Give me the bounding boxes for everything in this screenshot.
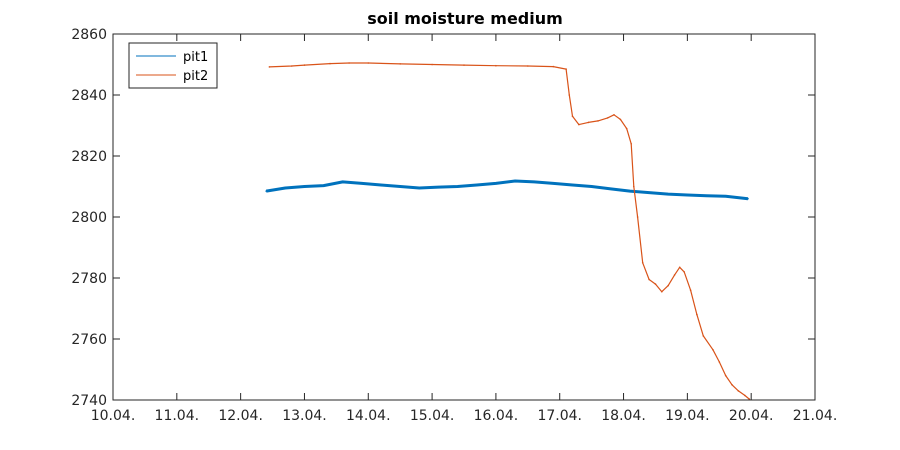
data-point-pit2 [689, 289, 692, 292]
data-point-pit2 [613, 114, 615, 116]
x-tick-label: 21.04. [793, 408, 838, 424]
data-point-pit1 [476, 184, 478, 186]
x-tick-label: 16.04. [474, 408, 519, 424]
data-point-pit2 [568, 94, 571, 96]
series-layer [265, 62, 751, 400]
x-tick-label: 15.04. [410, 408, 455, 424]
data-point-pit2 [367, 62, 370, 64]
data-point-pit1 [303, 185, 306, 188]
data-point-pit1 [705, 194, 708, 197]
data-point-pit1 [399, 185, 402, 188]
data-point-pit1 [533, 181, 535, 183]
data-point-pit1 [629, 190, 631, 192]
data-point-pit1 [284, 187, 287, 189]
data-point-pit2 [565, 68, 567, 70]
data-point-pit2 [587, 121, 590, 124]
data-point-pit1 [514, 180, 516, 182]
data-point-pit1 [495, 182, 497, 185]
data-point-pit2 [737, 390, 740, 392]
data-point-pit1 [571, 184, 574, 186]
data-point-pit2 [571, 115, 574, 118]
data-point-pit2 [552, 65, 555, 68]
data-point-pit1 [265, 190, 268, 192]
series-line-pit1 [265, 179, 749, 201]
data-point-pit2 [702, 335, 705, 337]
data-point-pit1 [341, 181, 344, 183]
data-point-pit2 [696, 313, 698, 316]
data-point-pit1 [322, 184, 325, 187]
data-point-pit1 [610, 188, 612, 190]
data-point-pit2 [654, 283, 657, 285]
y-tick-label: 2760 [71, 332, 107, 348]
data-point-pit1 [437, 186, 440, 188]
data-point-pit2 [712, 348, 714, 351]
data-point-pit2 [303, 64, 306, 66]
data-point-pit1 [590, 185, 593, 188]
data-point-pit2 [619, 118, 622, 121]
legend-box [128, 42, 218, 89]
chart-title: soil moisture medium [367, 9, 563, 28]
data-point-pit2 [290, 65, 293, 67]
data-point-pit1 [380, 184, 382, 186]
data-point-pit2 [606, 117, 609, 119]
data-point-pit2 [527, 65, 529, 67]
data-point-pit2 [641, 262, 644, 264]
data-point-pit1 [667, 193, 669, 195]
y-tick-label: 2740 [71, 393, 107, 409]
y-tick-label: 2820 [71, 149, 107, 165]
series-pit1 [265, 179, 749, 201]
data-point-pit2 [495, 64, 497, 67]
x-tick-label: 18.04. [601, 408, 646, 424]
x-tick-label: 17.04. [537, 408, 582, 424]
x-tick-label: 19.04. [665, 408, 710, 424]
x-tick-label: 20.04. [729, 408, 774, 424]
y-tick-label: 2840 [71, 88, 107, 104]
legend[interactable]: pit1 pit2 [128, 42, 218, 89]
data-point-pit2 [648, 278, 650, 281]
legend-label-pit2: pit2 [183, 69, 208, 84]
data-point-pit2 [597, 120, 599, 122]
data-point-pit2 [731, 384, 733, 386]
data-point-pit1 [418, 187, 421, 189]
data-point-pit2 [667, 284, 669, 287]
data-point-pit2 [630, 143, 632, 145]
data-point-pit2 [683, 271, 685, 273]
data-point-pit2 [431, 63, 433, 66]
data-point-pit2 [329, 62, 331, 65]
y-tick-label: 2860 [71, 27, 107, 43]
data-point-pit1 [361, 182, 363, 185]
data-point-pit2 [399, 63, 402, 65]
x-tick-label: 10.04. [91, 408, 136, 424]
legend-label-pit1: pit1 [183, 50, 208, 65]
data-point-pit2 [463, 64, 465, 66]
data-point-pit2 [348, 62, 350, 64]
data-point-pit2 [678, 266, 681, 269]
data-point-pit2 [633, 185, 635, 188]
data-point-pit1 [648, 191, 650, 194]
data-point-pit2 [625, 127, 628, 130]
data-point-pit2 [718, 361, 721, 363]
x-tick-label: 14.04. [346, 408, 391, 424]
data-point-pit2 [268, 66, 271, 68]
data-point-pit1 [552, 182, 555, 185]
ticks-layer: 10.04. 11.04. 12.04. 13.04. 14.04. 15.04. 16.0… [71, 27, 837, 424]
data-point-pit1 [686, 194, 689, 196]
x-tick-label: 12.04. [218, 408, 263, 424]
y-tick-label: 2800 [71, 210, 107, 226]
data-point-pit2 [661, 290, 663, 293]
data-point-pit1 [747, 197, 749, 200]
data-point-pit2 [744, 394, 746, 397]
plot-area [113, 34, 815, 400]
data-point-pit2 [578, 123, 580, 126]
data-point-pit2 [673, 274, 676, 276]
x-tick-label: 13.04. [282, 408, 327, 424]
data-point-pit1 [456, 185, 459, 188]
data-point-pit2 [724, 374, 727, 377]
x-tick-label: 11.04. [155, 408, 200, 424]
data-point-pit2 [636, 216, 639, 218]
y-tick-label: 2780 [71, 271, 107, 287]
data-point-pit1 [724, 195, 727, 198]
